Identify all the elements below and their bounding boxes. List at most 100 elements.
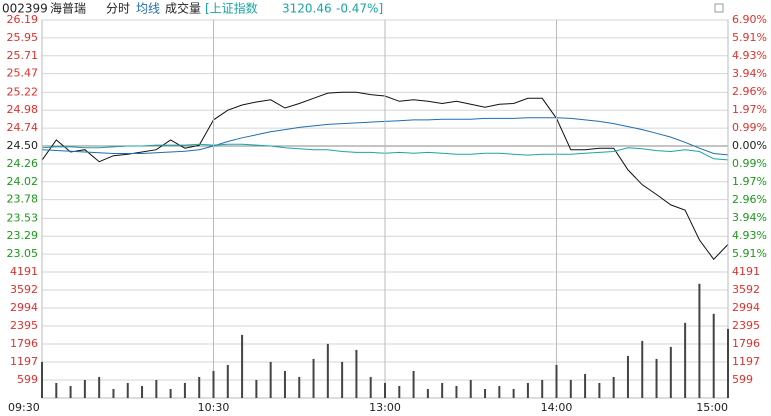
- y-tick-label: 24.98: [7, 103, 39, 116]
- volume-bar: [569, 379, 572, 398]
- y-tick-label: 24.02: [7, 175, 39, 188]
- volume-bar: [598, 382, 601, 398]
- y2-tick-label: 0.99%: [732, 157, 767, 170]
- index-value: 3120.46: [282, 2, 332, 16]
- y-tick-label: 25.71: [7, 49, 39, 62]
- volume-bar: [155, 379, 158, 398]
- y-tick-label: 599: [17, 373, 38, 386]
- y2-tick-label: 2395: [732, 319, 760, 332]
- volume-bar: [712, 313, 715, 398]
- volume-bar: [555, 364, 558, 398]
- volume-bar: [526, 382, 529, 398]
- y-tick-label: 4191: [10, 265, 38, 278]
- volume-bar: [455, 385, 458, 398]
- y2-tick-label: 2.96%: [732, 85, 767, 98]
- y-tick-label: 25.47: [7, 67, 39, 80]
- x-tick-label: 09:30: [8, 401, 40, 414]
- y2-tick-label: 5.91%: [732, 31, 767, 44]
- volume-bar: [412, 370, 415, 398]
- x-tick-label: 15:00: [696, 401, 728, 414]
- y-tick-label: 24.74: [7, 121, 39, 134]
- volume-bar: [269, 361, 272, 398]
- y-tick-label: 3592: [10, 283, 38, 296]
- volume-bar: [398, 385, 401, 398]
- volume-bar: [69, 385, 72, 398]
- volume-bar: [612, 376, 615, 398]
- volume-bar: [341, 361, 344, 398]
- y-tick-label: 23.53: [7, 211, 39, 224]
- y-tick-label: 24.26: [7, 157, 39, 170]
- y-tick-label: 2994: [10, 301, 38, 314]
- x-tick-label: 14:00: [541, 401, 573, 414]
- y2-tick-label: 1796: [732, 337, 760, 350]
- y2-tick-label: 0.00%: [732, 139, 767, 152]
- y2-tick-label: 599: [732, 373, 753, 386]
- y-tick-label: 1796: [10, 337, 38, 350]
- y2-tick-label: 1.97%: [732, 175, 767, 188]
- stock-name: 海普瑞: [50, 1, 86, 16]
- volume-bar: [169, 388, 172, 398]
- y-tick-label: 25.95: [7, 31, 39, 44]
- avg-toggle[interactable]: 均线: [136, 2, 160, 16]
- volume-toggle[interactable]: 成交量: [165, 1, 201, 16]
- y-tick-label: 26.19: [7, 13, 39, 26]
- y2-tick-label: 0.99%: [732, 121, 767, 134]
- y-tick-label: 24.50: [7, 139, 39, 152]
- volume-bar: [655, 358, 658, 398]
- y-tick-label: 23.78: [7, 193, 39, 206]
- x-tick-label: 10:30: [198, 401, 230, 414]
- volume-bar: [298, 376, 301, 398]
- volume-bar: [641, 340, 644, 398]
- volume-bar: [355, 349, 358, 398]
- volume-bar: [541, 379, 544, 398]
- volume-bar: [326, 343, 329, 398]
- volume-bar: [112, 388, 115, 398]
- volume-bar: [83, 379, 86, 398]
- volume-bar: [55, 382, 58, 398]
- y2-tick-label: 4.93%: [732, 49, 767, 62]
- index-change: -0.47%]: [336, 2, 383, 16]
- volume-bar: [426, 388, 429, 398]
- volume-bar: [198, 376, 201, 398]
- y-tick-label: 23.29: [7, 229, 39, 242]
- volume-bar: [441, 382, 444, 398]
- volume-bar: [727, 328, 729, 398]
- volume-bar: [98, 376, 101, 398]
- volume-bar: [283, 370, 286, 398]
- volume-bar: [226, 364, 229, 398]
- index-name: [上证指数: [205, 1, 258, 16]
- y2-tick-label: 3.94%: [732, 67, 767, 80]
- volume-bar: [484, 388, 487, 398]
- volume-bar: [369, 376, 372, 398]
- volume-bar: [512, 388, 515, 398]
- y2-tick-label: 4191: [732, 265, 760, 278]
- volume-bar: [626, 355, 629, 398]
- volume-bar: [312, 358, 315, 398]
- volume-bar: [498, 385, 501, 398]
- volume-bar: [241, 334, 244, 398]
- y-tick-label: 2395: [10, 319, 38, 332]
- volume-bar: [255, 379, 258, 398]
- y2-tick-label: 5.91%: [732, 247, 767, 260]
- y2-tick-label: 3592: [732, 283, 760, 296]
- y-tick-label: 25.22: [7, 85, 39, 98]
- y2-tick-label: 4.93%: [732, 229, 767, 242]
- y2-tick-label: 1197: [732, 355, 760, 368]
- y2-tick-label: 3.94%: [732, 211, 767, 224]
- volume-bar: [126, 382, 129, 398]
- volume-bar: [41, 361, 43, 398]
- volume-bar: [698, 283, 701, 398]
- volume-bar: [141, 385, 144, 398]
- volume-bar: [684, 322, 687, 398]
- y2-tick-label: 6.90%: [732, 13, 767, 26]
- volume-bar: [669, 346, 672, 398]
- volume-bar: [384, 382, 386, 398]
- volume-bar: [212, 370, 215, 398]
- y-tick-label: 23.05: [7, 247, 39, 260]
- y2-tick-label: 2994: [732, 301, 760, 314]
- restore-icon[interactable]: [714, 3, 724, 13]
- mode-tab[interactable]: 分时: [106, 2, 130, 16]
- volume-bar: [183, 382, 186, 398]
